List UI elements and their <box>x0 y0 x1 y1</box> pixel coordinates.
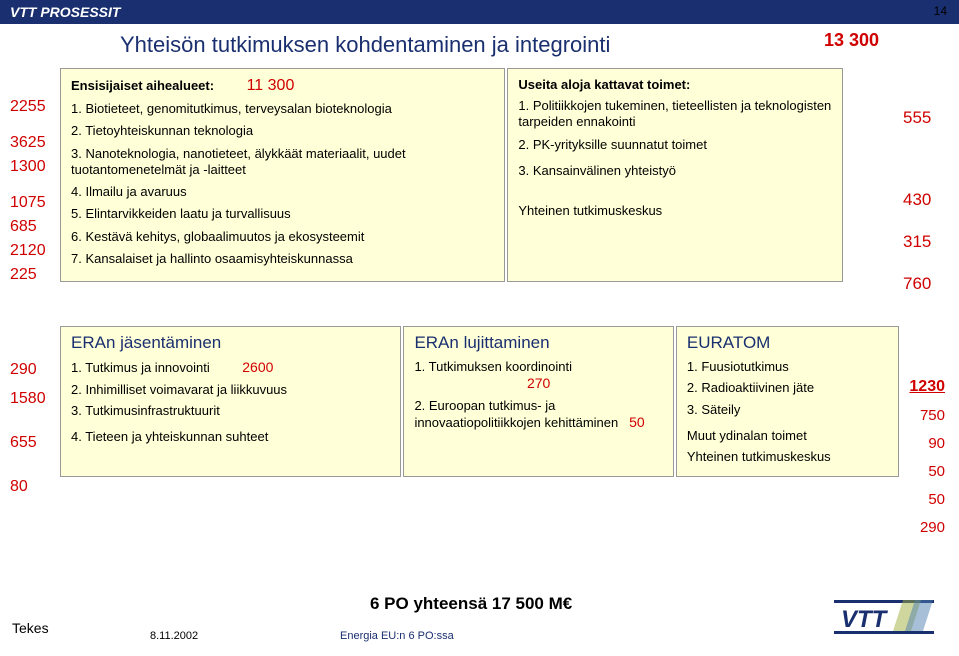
list-item: 1. Tutkimus ja innovointi 2600 <box>71 359 390 377</box>
footer-total: 6 PO yhteensä 17 500 M€ <box>370 594 572 614</box>
era-col2-box: ERAn lujittaminen 1. Tutkimuksen koordin… <box>403 326 673 477</box>
era-right-num: 50 <box>909 463 945 480</box>
item-text: 2. Euroopan tutkimus- ja innovaatiopolit… <box>414 398 618 430</box>
era-col1-head: ERAn jäsentäminen <box>71 333 390 353</box>
top-row: Ensisijaiset aihealueet: 11 300 1. Bioti… <box>60 68 843 282</box>
era-right-num: 50 <box>909 491 945 508</box>
list-item: 3. Nanoteknologia, nanotieteet, älykkäät… <box>71 146 494 179</box>
list-item: 5. Elintarvikkeiden laatu ja turvallisuu… <box>71 206 494 222</box>
main-content: 2255 3625 1300 1075 685 2120 225 Ensisij… <box>0 68 959 316</box>
list-item: 2. Tietoyhteiskunnan teknologia <box>71 123 494 139</box>
list-item: 4. Ilmailu ja avaruus <box>71 184 494 200</box>
left-num: 685 <box>10 218 60 236</box>
right-num: 760 <box>903 274 959 294</box>
list-item: 1. Tutkimuksen koordinointi 270 <box>414 359 662 393</box>
list-item: 2. PK-yrityksille suunnatut toimet <box>518 137 832 153</box>
era-col2-head: ERAn lujittaminen <box>414 333 662 353</box>
left-num: 2120 <box>10 242 60 260</box>
left-num: 2255 <box>10 98 60 116</box>
page-number: 14 <box>934 4 947 18</box>
left-numbers-column: 2255 3625 1300 1075 685 2120 225 <box>0 68 60 316</box>
era-col3-box: EURATOM 1. Fuusiotutkimus 2. Radioaktiiv… <box>676 326 899 477</box>
title-total-number: 13 300 <box>824 30 879 51</box>
primary-topics-heading: Ensisijaiset aihealueet: 11 300 <box>71 77 494 95</box>
era-right-numbers: 1230 750 90 50 50 290 <box>909 378 945 547</box>
era-bottom-row: ERAn jäsentäminen 1. Tutkimus ja innovoi… <box>60 326 899 477</box>
list-item: Yhteinen tutkimuskeskus <box>518 203 832 219</box>
cross-cutting-heading: Useita aloja kattavat toimet: <box>518 77 832 92</box>
left-num: 1075 <box>10 194 60 212</box>
list-item: 1. Fuusiotutkimus <box>687 359 888 375</box>
list-item: 2. Euroopan tutkimus- ja innovaatiopolit… <box>414 398 662 432</box>
item-text: 1. Tutkimuksen koordinointi <box>414 359 572 374</box>
list-item: 1. Biotieteet, genomitutkimus, terveysal… <box>71 101 494 117</box>
vtt-logo: VTT <box>831 597 941 642</box>
inline-number: 270 <box>414 375 662 393</box>
title-text: Yhteisön tutkimuksen kohdentaminen ja in… <box>120 32 610 57</box>
list-item: 3. Kansainvälinen yhteistyö <box>518 163 832 179</box>
list-item: Yhteinen tutkimuskeskus <box>687 449 888 465</box>
list-item: 7. Kansalaiset ja hallinto osaamisyhteis… <box>71 251 494 267</box>
era-left-num: 80 <box>10 478 60 496</box>
left-num: 1300 <box>10 158 60 176</box>
right-num: 315 <box>903 232 959 252</box>
list-item: 2. Radioaktiivinen jäte <box>687 380 888 396</box>
svg-text:VTT: VTT <box>841 606 889 633</box>
boxes-container: Ensisijaiset aihealueet: 11 300 1. Bioti… <box>60 68 903 316</box>
era-right-num: 90 <box>909 435 945 452</box>
era-left-num: 655 <box>10 434 60 452</box>
list-item: 3. Säteily <box>687 402 888 418</box>
cross-cutting-box: Useita aloja kattavat toimet: 1. Politii… <box>507 68 843 282</box>
item-text: 1. Tutkimus ja innovointi <box>71 360 210 375</box>
list-item: 3. Tutkimusinfrastruktuurit <box>71 403 390 419</box>
list-item: Muut ydinalan toimet <box>687 428 888 444</box>
primary-topics-box: Ensisijaiset aihealueet: 11 300 1. Bioti… <box>60 68 505 282</box>
era-boxes: ERAn jäsentäminen 1. Tutkimus ja innovoi… <box>60 322 959 507</box>
era-col1-box: ERAn jäsentäminen 1. Tutkimus ja innovoi… <box>60 326 401 477</box>
list-item: 4. Tieteen ja yhteiskunnan suhteet <box>71 429 390 445</box>
tekes-label: Tekes <box>12 620 49 636</box>
footer-subtitle: Energia EU:n 6 PO:ssa <box>340 630 454 642</box>
right-num: 555 <box>903 108 959 128</box>
footer-date: 8.11.2002 <box>150 630 198 642</box>
inline-number: 2600 <box>242 359 273 375</box>
list-item: 2. Inhimilliset voimavarat ja liikkuvuus <box>71 382 390 398</box>
era-right-num: 750 <box>909 407 945 424</box>
list-item: 1. Politiikkojen tukeminen, tieteelliste… <box>518 98 832 131</box>
right-numbers-column: 555 430 315 760 <box>903 68 959 316</box>
era-col3-head: EURATOM <box>687 333 888 353</box>
right-num: 430 <box>903 190 959 210</box>
era-left-numbers: 290 1580 655 80 <box>0 322 60 507</box>
era-left-num: 1580 <box>10 390 60 408</box>
era-col3-total: 1230 <box>909 378 945 396</box>
list-item: 6. Kestävä kehitys, globaalimuutos ja ek… <box>71 229 494 245</box>
header-bar: VTT PROSESSIT <box>0 0 959 24</box>
left-num: 225 <box>10 266 60 284</box>
heading-number: 11 300 <box>247 77 295 94</box>
heading-text: Ensisijaiset aihealueet: <box>71 78 214 93</box>
era-row: 290 1580 655 80 ERAn jäsentäminen 1. Tut… <box>0 322 959 507</box>
era-right-num: 290 <box>909 519 945 536</box>
left-num: 3625 <box>10 134 60 152</box>
inline-number: 50 <box>629 414 645 430</box>
era-left-num: 290 <box>10 361 60 379</box>
slide-title: Yhteisön tutkimuksen kohdentaminen ja in… <box>0 24 959 68</box>
